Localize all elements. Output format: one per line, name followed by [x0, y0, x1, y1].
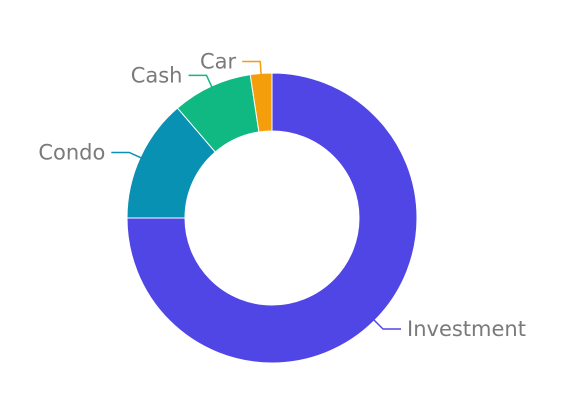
leader-line-investment	[372, 318, 402, 330]
slice-investment[interactable]	[126, 72, 418, 364]
chart-leader-lines	[111, 60, 402, 330]
leader-line-car	[242, 60, 262, 76]
chart-labels: Investment Condo Cash Car	[38, 49, 526, 341]
leader-line-condo	[111, 151, 143, 160]
leader-line-cash	[188, 74, 214, 89]
slice-car[interactable]	[249, 72, 273, 133]
label-investment: Investment	[407, 317, 526, 341]
label-cash: Cash	[131, 63, 183, 87]
label-car: Car	[200, 49, 237, 73]
label-condo: Condo	[38, 140, 105, 164]
chart-slices	[126, 72, 418, 364]
